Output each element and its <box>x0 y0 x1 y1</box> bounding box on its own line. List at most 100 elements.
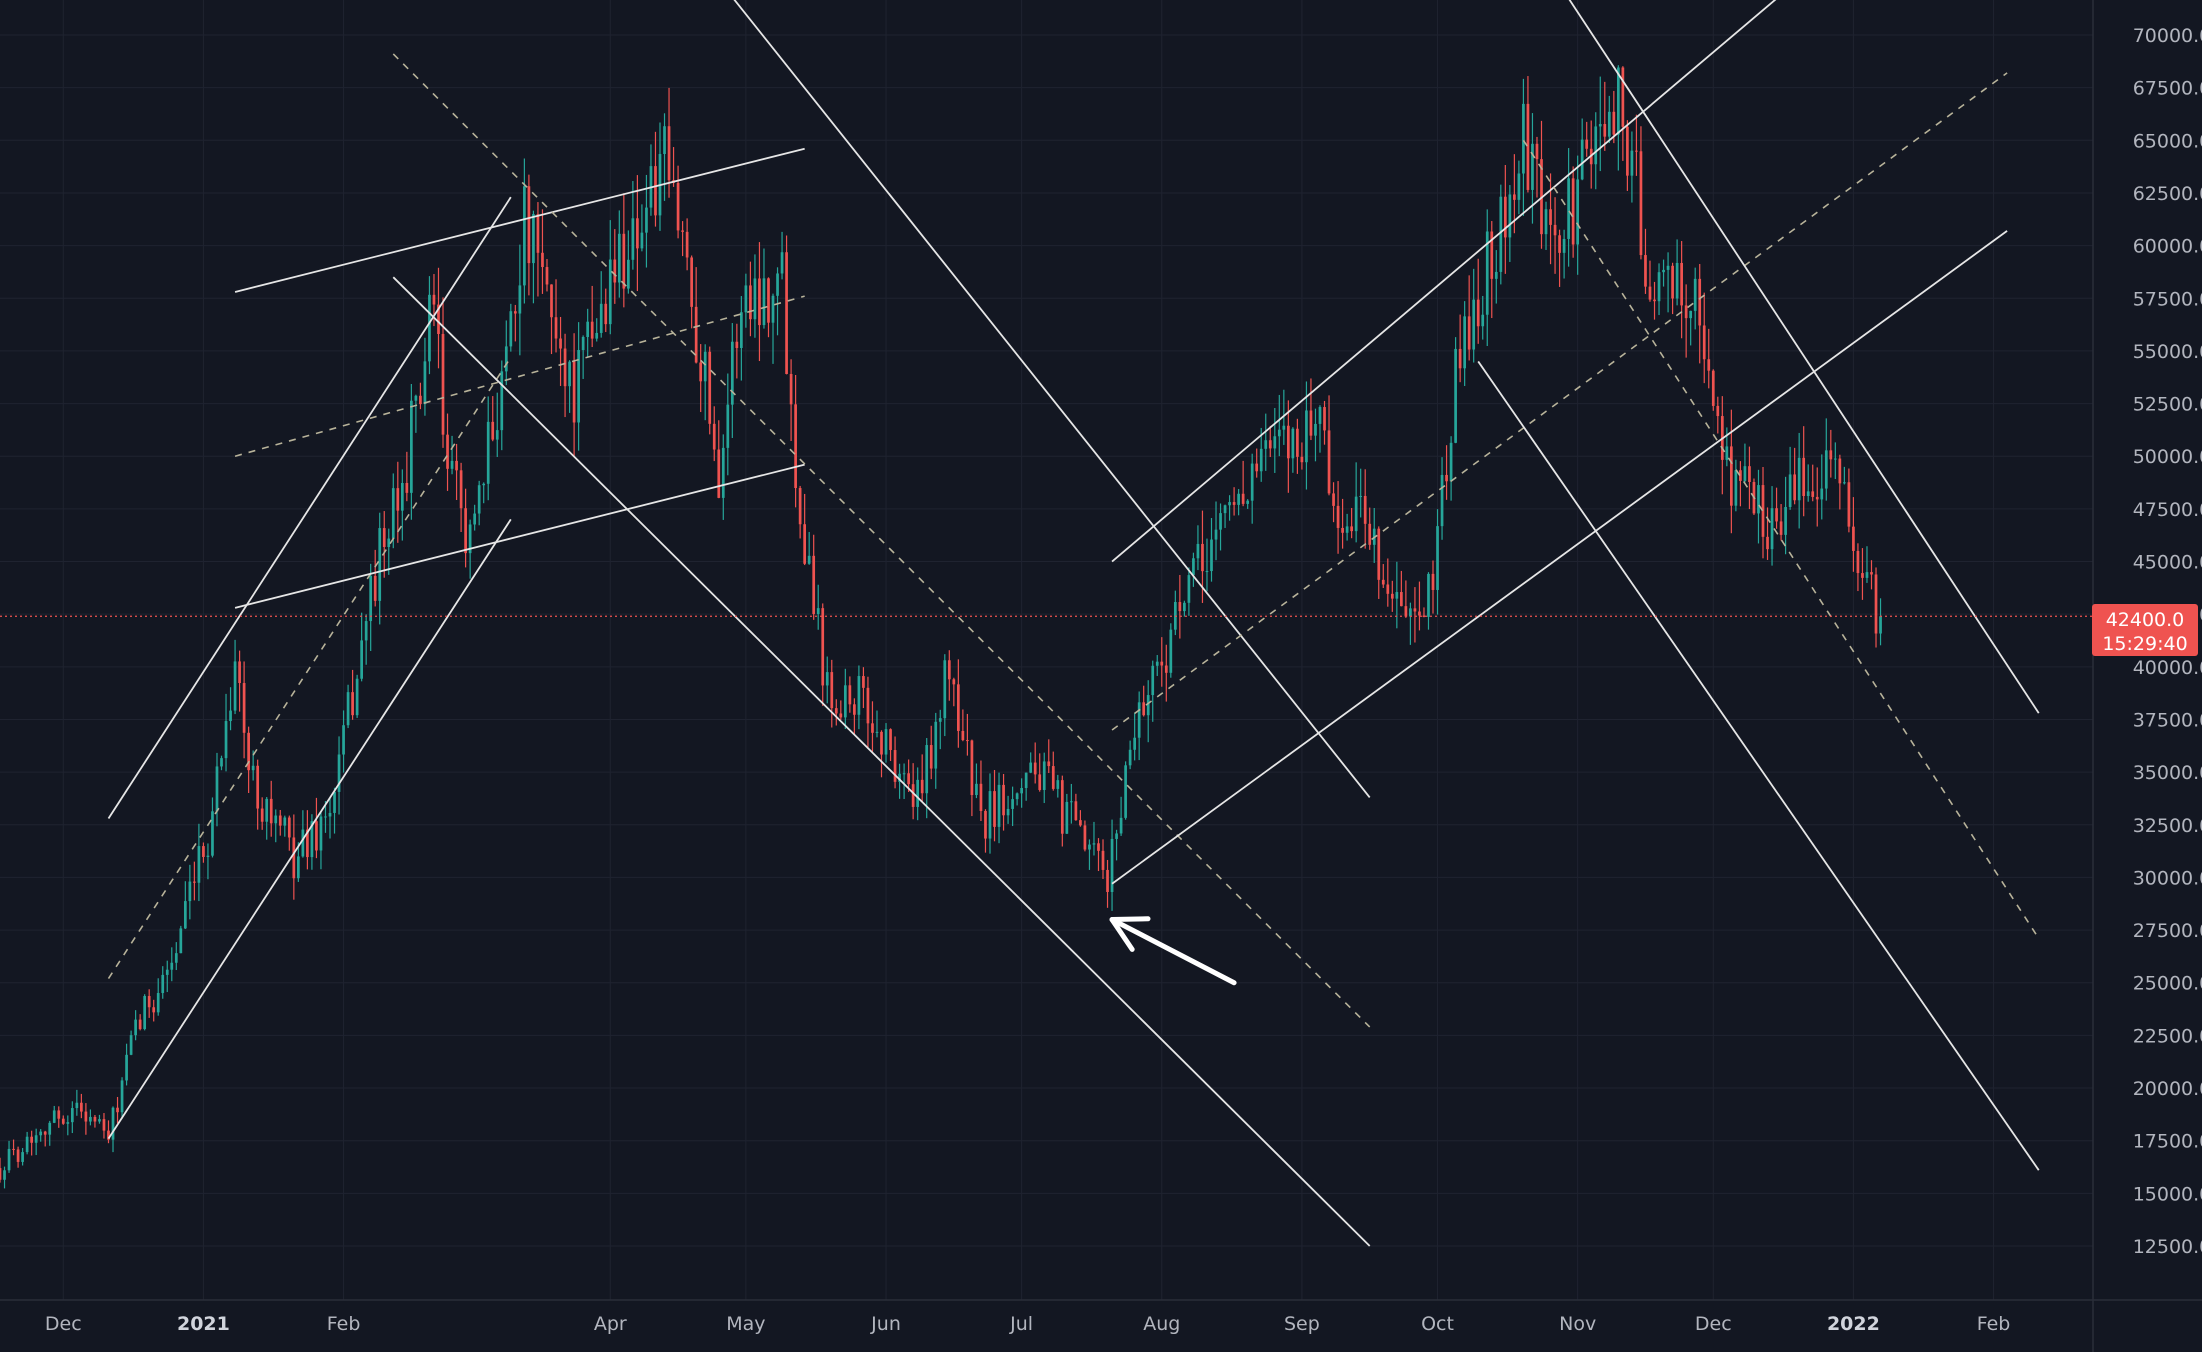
candle-body[interactable] <box>875 731 879 733</box>
candle-body[interactable] <box>1802 457 1806 496</box>
channel-midline-dashed[interactable] <box>234 295 805 457</box>
candle-body[interactable] <box>441 333 445 435</box>
candle-body[interactable] <box>654 166 657 216</box>
candle-body[interactable] <box>473 513 477 525</box>
candle-body[interactable] <box>920 779 924 794</box>
candle-body[interactable] <box>428 294 431 362</box>
candle-body[interactable] <box>563 348 567 387</box>
candle-body[interactable] <box>378 528 382 601</box>
trend-line[interactable] <box>392 276 1371 1247</box>
candle-body[interactable] <box>1214 529 1218 540</box>
candle-body[interactable] <box>1183 602 1186 612</box>
candle-body[interactable] <box>622 233 626 289</box>
candle-body[interactable] <box>970 740 974 796</box>
candle-body[interactable] <box>382 528 386 548</box>
candle-body[interactable] <box>274 815 278 824</box>
candle-body[interactable] <box>102 1119 106 1131</box>
candle-body[interactable] <box>1341 527 1344 533</box>
candle-body[interactable] <box>1743 466 1747 481</box>
candle-body[interactable] <box>1594 126 1598 165</box>
candle-body[interactable] <box>1368 523 1372 545</box>
candle-body[interactable] <box>1097 843 1100 851</box>
candle-body[interactable] <box>916 779 920 807</box>
candle-body[interactable] <box>1418 611 1421 616</box>
candle-body[interactable] <box>518 285 522 314</box>
candle-body[interactable] <box>1693 278 1697 311</box>
candle-body[interactable] <box>1377 528 1381 580</box>
candle-body[interactable] <box>1228 502 1231 506</box>
candle-body[interactable] <box>1110 838 1114 892</box>
candle-body[interactable] <box>1562 238 1566 253</box>
candle-body[interactable] <box>337 754 341 792</box>
candle-body[interactable] <box>125 1054 128 1081</box>
candle-body[interactable] <box>1305 410 1308 463</box>
candle-body[interactable] <box>1626 126 1629 176</box>
candle-body[interactable] <box>1657 272 1661 302</box>
candle-body[interactable] <box>387 538 391 548</box>
candle-body[interactable] <box>1874 574 1878 634</box>
candle-body[interactable] <box>52 1110 56 1123</box>
candle-body[interactable] <box>1463 316 1467 369</box>
candle-body[interactable] <box>907 773 910 785</box>
candle-body[interactable] <box>89 1116 92 1122</box>
candle-body[interactable] <box>1517 173 1521 200</box>
candle-body[interactable] <box>1427 573 1430 617</box>
candle-body[interactable] <box>988 791 992 839</box>
candle-body[interactable] <box>1232 502 1236 505</box>
candle-body[interactable] <box>242 683 246 733</box>
candle-body[interactable] <box>30 1136 33 1143</box>
candle-body[interactable] <box>61 1118 65 1124</box>
candle-body[interactable] <box>1237 493 1240 505</box>
candle-body[interactable] <box>925 745 929 794</box>
candle-body[interactable] <box>730 341 734 405</box>
candle-body[interactable] <box>165 969 169 975</box>
candle-body[interactable] <box>1793 474 1797 501</box>
candle-body[interactable] <box>215 766 219 812</box>
candle-body[interactable] <box>1449 442 1453 482</box>
candle-body[interactable] <box>961 730 965 741</box>
candle-body[interactable] <box>152 1007 156 1013</box>
candle-body[interactable] <box>1395 592 1399 599</box>
trend-line[interactable] <box>1111 230 2008 885</box>
candle-body[interactable] <box>1833 458 1837 460</box>
trend-line[interactable] <box>107 196 512 819</box>
candle-body[interactable] <box>486 421 490 484</box>
candle-body[interactable] <box>1422 615 1426 617</box>
candle-body[interactable] <box>1775 508 1778 522</box>
candle-body[interactable] <box>1761 485 1765 537</box>
candle-body[interactable] <box>1119 817 1123 834</box>
candle-body[interactable] <box>147 996 151 1008</box>
candle-body[interactable] <box>342 725 345 755</box>
candle-body[interactable] <box>1526 103 1530 190</box>
candle-body[interactable] <box>1607 111 1611 137</box>
candle-body[interactable] <box>956 684 960 731</box>
candle-body[interactable] <box>1137 702 1141 738</box>
candle-body[interactable] <box>604 303 608 325</box>
time-axis[interactable]: Dec 2021 Feb Apr May Jun Jul Aug Sep Oct Nov Dec 202… <box>0 1299 2202 1335</box>
candle-body[interactable] <box>667 126 671 181</box>
candle-body[interactable] <box>536 214 540 253</box>
candle-body[interactable] <box>721 447 725 498</box>
candle-body[interactable] <box>1056 780 1060 789</box>
candle-body[interactable] <box>943 660 947 719</box>
candle-body[interactable] <box>803 524 807 564</box>
candle-body[interactable] <box>771 295 775 323</box>
candle-body[interactable] <box>495 430 499 440</box>
candle-body[interactable] <box>1476 299 1480 327</box>
candle-body[interactable] <box>735 341 739 348</box>
candle-body[interactable] <box>1671 265 1674 299</box>
candle-body[interactable] <box>550 284 553 318</box>
candle-body[interactable] <box>419 395 422 405</box>
candle-body[interactable] <box>1711 370 1715 406</box>
candle-body[interactable] <box>1241 493 1245 504</box>
candle-body[interactable] <box>93 1116 97 1122</box>
candle-body[interactable] <box>1436 526 1439 590</box>
candle-body[interactable] <box>744 285 748 313</box>
candle-body[interactable] <box>80 1102 83 1112</box>
candle-body[interactable] <box>726 404 730 448</box>
candle-body[interactable] <box>1219 513 1222 530</box>
candle-body[interactable] <box>211 811 214 856</box>
candle-body[interactable] <box>1861 573 1864 578</box>
candle-body[interactable] <box>884 729 888 755</box>
candle-body[interactable] <box>1178 602 1182 612</box>
